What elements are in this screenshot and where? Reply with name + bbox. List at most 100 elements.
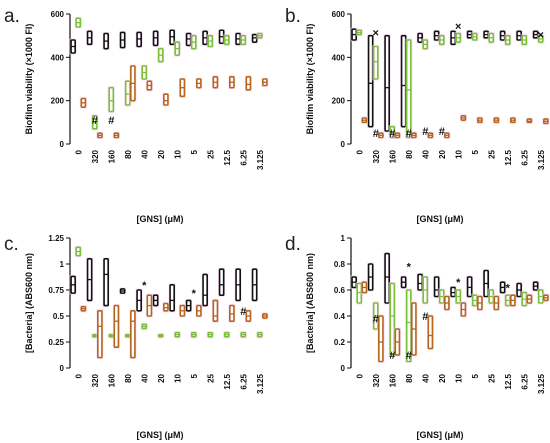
- x-tick-label: 25: [487, 149, 496, 158]
- panel-label: a.: [4, 6, 20, 27]
- panel-label: b.: [285, 6, 301, 27]
- y-tick-label: 0.4: [334, 312, 346, 321]
- x-tick-label: 5: [471, 373, 480, 378]
- box: [417, 273, 423, 291]
- box: [103, 257, 109, 307]
- panel-label: c.: [4, 234, 19, 255]
- y-tick-label: 600: [332, 10, 346, 19]
- box: [367, 34, 374, 128]
- annotation: #: [422, 126, 428, 138]
- x-tick-label: 320: [372, 373, 381, 387]
- x-tick-label: 12.5: [223, 149, 232, 165]
- y-tick-label: 0.25: [48, 338, 64, 347]
- y-tick-label: 0: [341, 364, 346, 373]
- annotation: #: [373, 128, 379, 140]
- annotation: #: [439, 126, 445, 138]
- x-tick-label: 6.25: [239, 373, 248, 389]
- y-axis-label: [Bacteria] (ABS600 nm): [24, 253, 34, 353]
- x-tick-label: 5: [190, 149, 199, 154]
- y-tick-label: 0.2: [334, 338, 346, 347]
- box: [405, 39, 412, 139]
- x-tick-label: 10: [454, 149, 463, 158]
- y-tick-label: 0.75: [48, 286, 64, 295]
- box: [113, 304, 120, 349]
- annotation: ×: [455, 21, 461, 33]
- box: [389, 282, 396, 356]
- box: [245, 76, 252, 91]
- annotation: #: [406, 350, 412, 362]
- x-tick-label: 0: [355, 149, 364, 154]
- annotation: *: [506, 282, 511, 294]
- x-tick-label: 12.5: [223, 373, 232, 389]
- y-tick-label: 400: [51, 53, 65, 62]
- y-tick-label: 200: [51, 97, 65, 106]
- annotation: ×: [373, 27, 379, 39]
- box: [372, 45, 379, 80]
- box: [427, 315, 434, 350]
- annotation: #: [389, 128, 395, 140]
- box: [433, 276, 440, 298]
- x-tick-label: 6.25: [520, 149, 529, 165]
- x-tick-label: 320: [91, 373, 100, 387]
- x-tick-label: 40: [140, 149, 149, 158]
- annotation: #: [373, 314, 379, 326]
- x-tick-label: 160: [388, 149, 397, 163]
- y-tick-label: 600: [51, 10, 65, 19]
- annotation: *: [142, 280, 147, 292]
- x-tick-label: 10: [173, 149, 182, 158]
- x-tick-label: 10: [454, 373, 463, 382]
- x-tick-label: 80: [405, 149, 414, 158]
- annotation: ×: [538, 30, 544, 42]
- panel-label: d.: [285, 234, 301, 255]
- x-tick-label: 20: [157, 149, 166, 158]
- y-tick-label: 0: [341, 140, 346, 149]
- x-tick-label: 80: [124, 149, 133, 158]
- x-tick-label: 25: [206, 373, 215, 382]
- box: [202, 273, 208, 307]
- x-tick-label: 6.25: [239, 149, 248, 165]
- box: [400, 34, 407, 128]
- x-tick-label: 40: [421, 149, 430, 158]
- y-tick-label: 0: [60, 364, 65, 373]
- annotation: #: [108, 115, 114, 127]
- x-tick-label: 320: [91, 149, 100, 163]
- x-tick-label: 12.5: [504, 149, 513, 165]
- box: [97, 309, 103, 359]
- panel-2: c. 0 0.25 0.5 0.75 1 1.25 [Bacteria] (ABS600 nm…: [4, 234, 269, 440]
- y-axis-label: Biofilm viability (×1000 FI): [24, 24, 34, 135]
- box: [130, 309, 136, 359]
- y-axis-label: Biofilm viability (×1000 FI): [305, 24, 315, 135]
- y-tick-label: 1: [341, 234, 346, 243]
- x-tick-label: 5: [471, 149, 480, 154]
- x-tick-label: 0: [74, 149, 83, 154]
- x-tick-label: 40: [140, 373, 149, 382]
- y-tick-label: 0: [60, 140, 65, 149]
- box: [212, 299, 219, 322]
- y-tick-label: 0.6: [334, 286, 346, 295]
- y-tick-label: 1.25: [48, 234, 64, 243]
- y-tick-label: 0.5: [53, 312, 65, 321]
- x-tick-label: 3.125: [256, 149, 265, 170]
- x-axis-label: [GNS] (μM): [137, 430, 184, 440]
- annotation: #: [389, 350, 395, 362]
- annotation: #: [92, 115, 98, 127]
- x-tick-label: 80: [124, 373, 133, 382]
- x-tick-label: 40: [421, 373, 430, 382]
- box: [108, 86, 115, 113]
- x-tick-label: 20: [157, 373, 166, 382]
- panel-3: d. 0 0.2 0.4 0.6 0.8 1 [Bacteria] (ABS600 nm) 0 3…: [285, 234, 550, 440]
- x-tick-label: 0: [74, 373, 83, 378]
- x-tick-label: 6.25: [520, 373, 529, 389]
- x-tick-label: 25: [487, 373, 496, 382]
- x-tick-label: 160: [107, 149, 116, 163]
- x-tick-label: 160: [388, 373, 397, 387]
- box: [124, 80, 131, 106]
- annotation: #: [422, 311, 428, 323]
- box: [378, 315, 384, 363]
- annotation: *: [407, 262, 412, 274]
- box: [163, 93, 169, 106]
- x-tick-label: 80: [405, 373, 414, 382]
- y-tick-label: 200: [332, 97, 346, 106]
